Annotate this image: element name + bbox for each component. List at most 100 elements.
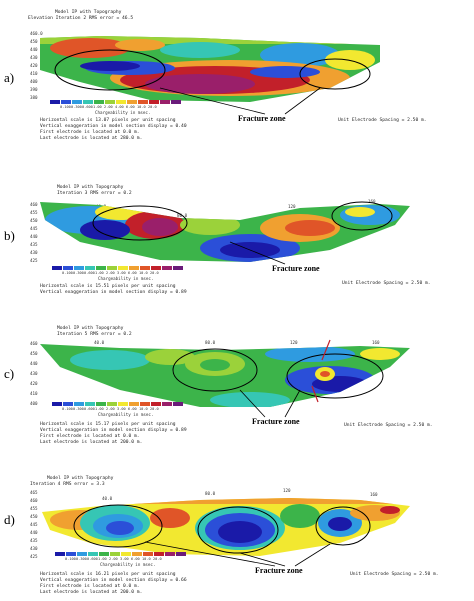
legend-value: 10.0	[139, 271, 148, 275]
legend-values: 0.100 0.300 0.600 1.00 2.00 3.00 6.00 10…	[65, 557, 164, 561]
horizontal-scale-text: Horizontal scale is 13.07 pixels per uni…	[40, 118, 176, 123]
legend-value: 2.00	[106, 271, 115, 275]
fracture-zone-label: Fracture zone	[255, 566, 303, 575]
first-electrode-text: First electrode is located at 0.0 m.	[40, 130, 140, 135]
model-title: Model IP with Topography	[47, 476, 114, 481]
elevation-tick: 450	[30, 514, 38, 519]
first-electrode-text: First electrode is located at 0.0 m.	[40, 434, 140, 439]
legend-value: 3.00	[117, 407, 126, 411]
elevation-tick: 440	[30, 47, 38, 52]
chargeability-label: Chargeability in msec.	[100, 562, 156, 567]
legend-value: 6.00	[128, 271, 137, 275]
elevation-tick: 450	[30, 218, 38, 223]
legend-value: 0.100	[62, 407, 73, 411]
elevation-tick: 400	[30, 401, 38, 406]
panel-c: c) Model IP with Topography Iteration 5 …	[0, 322, 474, 462]
legend-value: 10.0	[139, 407, 148, 411]
elevation-tick: 460.0	[30, 31, 43, 36]
legend-value: 0.100	[65, 557, 76, 561]
horizontal-scale-text: Horizontal scale is 15.17 pixels per uni…	[40, 422, 176, 427]
iteration-text: Iteration 5 RMS error = 0.2	[57, 332, 132, 337]
color-legend	[52, 266, 184, 270]
vertical-exaggeration-text: Vertical exaggeration in model section d…	[40, 428, 187, 433]
legend-value: 6.00	[126, 105, 135, 109]
horizontal-scale-text: Horizontal scale is 16.21 pixels per uni…	[40, 572, 176, 577]
electrode-label: 120	[290, 340, 298, 345]
color-legend	[50, 100, 182, 104]
iteration-text: Elevation Iteration 2 RMS error = 46.5	[28, 16, 134, 21]
fracture-zone-label: Fracture zone	[252, 417, 300, 426]
legend-value: 20.0	[148, 105, 157, 109]
elevation-tick: 445	[30, 226, 38, 231]
legend-value: 20.0	[153, 557, 162, 561]
panel-label: a)	[4, 70, 15, 85]
elevation-tick: 380	[30, 95, 38, 100]
elevation-tick: 450	[30, 351, 38, 356]
elevation-tick: 460	[30, 498, 38, 503]
elevation-tick: 430	[30, 55, 38, 60]
elevation-tick: 410	[30, 71, 38, 76]
elevation-tick: 435	[30, 538, 38, 543]
legend-values: 0.100 0.300 0.600 1.00 2.00 3.00 6.00 10…	[62, 271, 161, 275]
legend-value: 1.00	[95, 407, 104, 411]
last-electrode-text: Last electrode is located at 280.0 m.	[40, 136, 143, 141]
elevation-tick: 430	[30, 371, 38, 376]
legend-value: 0.100	[62, 271, 73, 275]
electrode-spacing-text: Unit Electrode Spacing = 2.50 m.	[338, 118, 427, 123]
legend-value: 10.0	[137, 105, 146, 109]
chargeability-label: Chargeability in msec.	[98, 412, 154, 417]
fracture-zone-label: Fracture zone	[238, 114, 286, 123]
elevation-tick: 460	[30, 341, 38, 346]
last-electrode-text: Last electrode is located at 200.0 m.	[40, 590, 143, 595]
legend-values: 0.100 0.300 0.600 1.00 2.00 4.00 6.00 10…	[60, 105, 159, 109]
elevation-tick: 400	[30, 79, 38, 84]
legend-value: 0.300	[76, 557, 87, 561]
section-d	[42, 498, 410, 567]
elevation-tick: 420	[30, 63, 38, 68]
elevation-tick: 410	[30, 391, 38, 396]
legend-value: 20.0	[150, 407, 159, 411]
model-title: Model IP with Topography	[55, 10, 122, 15]
elevation-tick: 440	[30, 234, 38, 239]
legend-value: 2.00	[104, 105, 113, 109]
legend-value: 1.00	[95, 271, 104, 275]
section-c	[40, 339, 410, 418]
panel-d: d) Model IP with Topography Iteration 4 …	[0, 468, 474, 601]
legend-value: 2.00	[106, 407, 115, 411]
first-electrode-text: First electrode is located at 0.0 m.	[40, 584, 140, 589]
electrode-spacing-text: Unit Electrode Spacing = 2.50 m.	[344, 423, 433, 428]
legend-value: 0.600	[82, 105, 93, 109]
elevation-tick: 450	[30, 39, 38, 44]
legend-value: 6.00	[131, 557, 140, 561]
elevation-tick: 390	[30, 87, 38, 92]
legend-value: 10.0	[142, 557, 151, 561]
elevation-tick: 435	[30, 242, 38, 247]
elevation-tick: 425	[30, 554, 38, 559]
elevation-tick: 425	[30, 258, 38, 263]
iteration-text: Iteration 4 RMS error = 3.3	[30, 482, 105, 487]
chargeability-label: Chargeability in msec.	[98, 276, 154, 281]
legend-value: 3.00	[117, 271, 126, 275]
section-a	[40, 36, 380, 115]
vertical-exaggeration-text: Vertical exaggeration in model section d…	[40, 578, 187, 583]
color-legend	[55, 552, 187, 556]
section-b	[40, 201, 410, 265]
electrode-spacing-text: Unit Electrode Spacing = 2.50 m.	[350, 572, 439, 577]
elevation-tick: 420	[30, 381, 38, 386]
legend-value: 3.00	[120, 557, 129, 561]
electrode-label: 160	[372, 340, 380, 345]
vertical-exaggeration-text: Vertical exaggeration in model section d…	[40, 124, 187, 129]
legend-value: 1.00	[93, 105, 102, 109]
legend-value: 2.00	[109, 557, 118, 561]
electrode-label: 120	[283, 488, 291, 493]
panel-label: b)	[4, 228, 15, 243]
chargeability-label: Chargeability in msec.	[95, 110, 151, 115]
legend-value: 4.00	[115, 105, 124, 109]
elevation-tick: 445	[30, 522, 38, 527]
legend-value: 0.600	[87, 557, 98, 561]
elevation-tick: 440	[30, 530, 38, 535]
panel-label: d)	[4, 512, 15, 527]
model-title: Model IP with Topography	[57, 185, 124, 190]
elevation-tick: 455	[30, 506, 38, 511]
electrode-label: 40.0	[94, 340, 105, 345]
